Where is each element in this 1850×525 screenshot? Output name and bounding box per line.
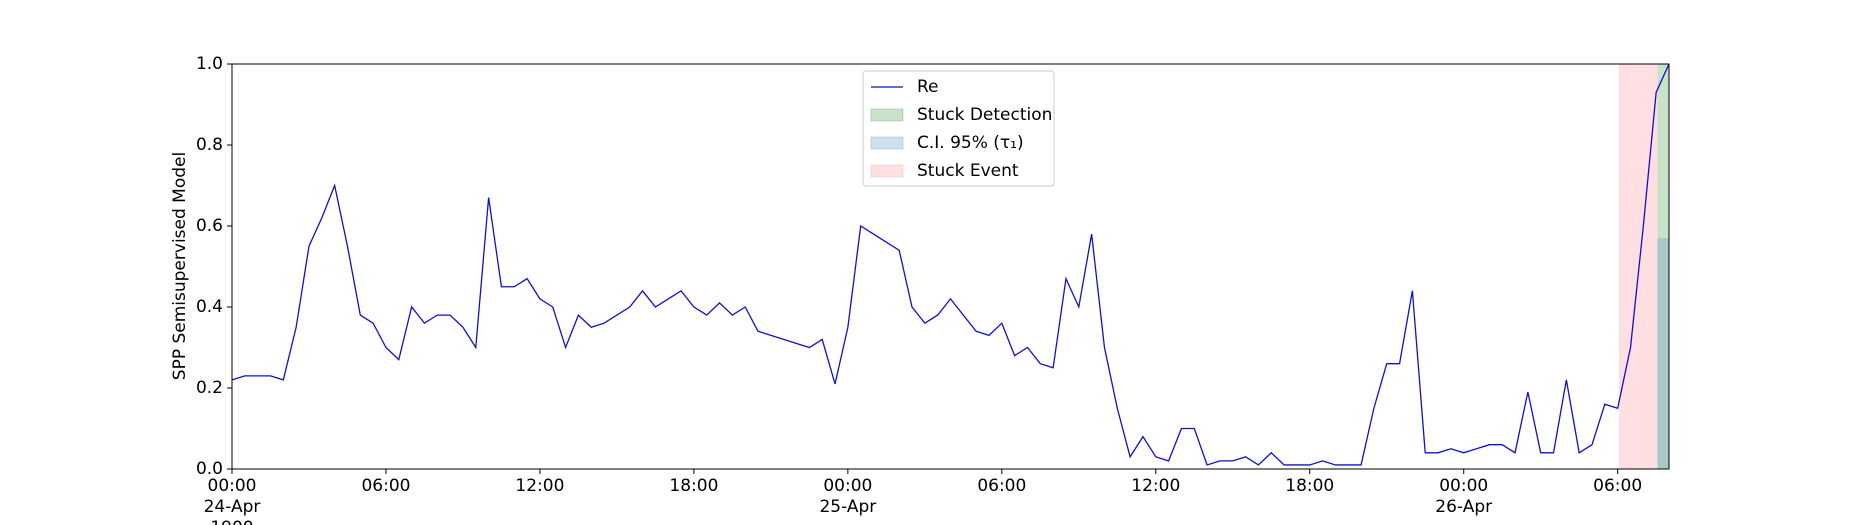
- x-tick-label: 12:00: [1131, 476, 1180, 496]
- span: [1618, 64, 1658, 469]
- legend-swatch: [870, 136, 904, 150]
- y-tick-label: 0.0: [196, 459, 223, 479]
- data-line: [231, 63, 1670, 466]
- legend-box: [862, 70, 1055, 187]
- y-tick-label: 0.8: [196, 135, 223, 155]
- x-tick-label: 00:00: [1439, 476, 1488, 496]
- x-year-label: 1900: [210, 518, 253, 525]
- x-tick-label: 06:00: [361, 476, 410, 496]
- legend-label: Re: [917, 77, 939, 97]
- x-date-label: 25-Apr: [819, 497, 876, 517]
- legend-label: Stuck Detection: [917, 105, 1052, 125]
- plot-frame: [231, 63, 1670, 470]
- legend-swatch: [870, 164, 904, 178]
- x-date-label: 24-Apr: [204, 497, 261, 517]
- legend-swatch: [870, 108, 904, 122]
- legend-label: C.I. 95% (τ₁): [917, 133, 1024, 153]
- y-tick-label: 0.2: [196, 378, 223, 398]
- legend-label: Stuck Event: [917, 161, 1019, 181]
- x-tick-label: 18:00: [669, 476, 718, 496]
- y-tick-label: 0.4: [196, 297, 223, 317]
- x-date-label: 26-Apr: [1435, 497, 1492, 517]
- x-tick-label: 06:00: [977, 476, 1026, 496]
- x-tick-label: 12:00: [515, 476, 564, 496]
- y-axis-label: SPP Semisupervised Model: [170, 152, 190, 380]
- y-tick-label: 1.0: [196, 54, 223, 74]
- y-tick-label: 0.6: [196, 216, 223, 236]
- x-tick-label: 00:00: [208, 476, 257, 496]
- x-tick-label: 06:00: [1593, 476, 1642, 496]
- span: [1657, 64, 1669, 469]
- x-tick-label: 00:00: [823, 476, 872, 496]
- x-tick-label: 18:00: [1285, 476, 1334, 496]
- span: [1657, 238, 1669, 469]
